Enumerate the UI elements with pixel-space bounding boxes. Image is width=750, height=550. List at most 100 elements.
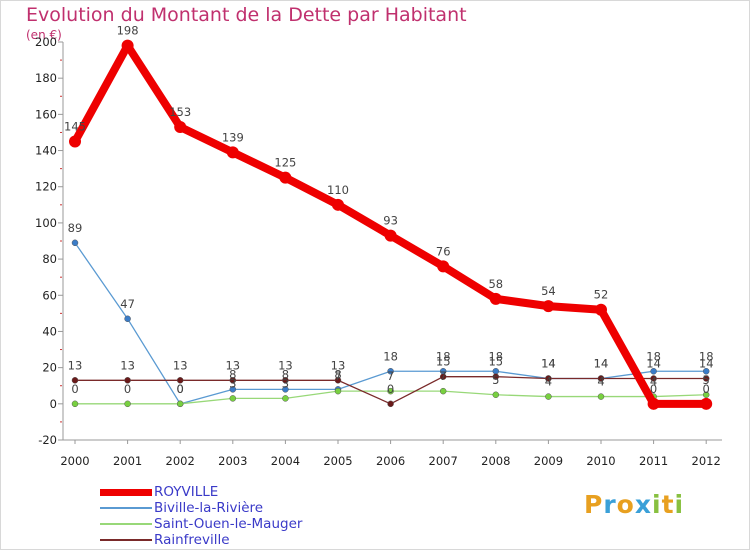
data-point [597, 393, 605, 400]
data-label: 153 [169, 105, 191, 119]
data-label: 13 [173, 358, 188, 372]
x-tick-label: 2012 [692, 454, 721, 468]
data-label: 0 [387, 382, 394, 396]
data-label: 5 [492, 373, 499, 387]
x-tick-label: 2010 [586, 454, 615, 468]
data-label: 89 [68, 221, 83, 235]
x-tick-label: 2000 [60, 454, 89, 468]
logo-letter: i [652, 490, 662, 519]
data-point [545, 393, 552, 400]
data-label: 139 [222, 130, 244, 144]
data-label: 18 [488, 349, 503, 363]
data-label: 8 [229, 367, 236, 381]
y-tick-label: 180 [35, 71, 57, 85]
data-label: 7 [440, 369, 447, 383]
data-label: 13 [278, 358, 293, 372]
legend-label-saint-ouen: Saint-Ouen-le-Mauger [154, 516, 303, 532]
proxiti-logo: Proxiti [584, 490, 684, 519]
data-point [124, 315, 131, 323]
data-label: 47 [120, 297, 135, 311]
data-label: 4 [597, 375, 604, 389]
data-label: 14 [594, 356, 609, 370]
data-point [650, 375, 657, 382]
legend-swatch-royville [100, 489, 152, 496]
data-point [71, 400, 79, 408]
data-point [387, 400, 394, 408]
data-point [71, 377, 79, 384]
x-tick-label: 2009 [534, 454, 563, 468]
data-point [229, 377, 237, 384]
y-tick-label: 0 [50, 397, 57, 411]
data-point [702, 375, 710, 382]
data-point [229, 386, 237, 393]
data-point [334, 387, 342, 395]
logo-letter: t [661, 490, 675, 519]
data-label: 18 [699, 349, 714, 363]
data-label: 5 [703, 373, 710, 387]
data-point [702, 368, 710, 375]
legend-swatch-biville [100, 507, 152, 509]
x-tick-label: 2006 [376, 454, 405, 468]
data-point [492, 373, 500, 380]
data-point [282, 386, 289, 393]
data-point [439, 387, 447, 395]
x-tick-label: 2001 [113, 454, 142, 468]
logo-letter: P [584, 490, 604, 519]
data-point [650, 368, 657, 375]
data-label: 14 [541, 356, 556, 370]
legend-label-rainfreville: Rainfreville [154, 532, 230, 548]
data-label: 14 [541, 356, 556, 370]
logo-letter: x [634, 490, 652, 519]
data-label: 18 [383, 349, 398, 363]
data-point [542, 300, 555, 313]
data-point [176, 377, 184, 384]
y-tick-label: 20 [42, 361, 57, 375]
data-label: 4 [545, 375, 552, 389]
x-tick-label: 2003 [218, 454, 247, 468]
y-tick-label: 40 [42, 324, 57, 338]
data-label: 0 [177, 382, 184, 396]
x-tick-label: 2004 [271, 454, 300, 468]
data-point [71, 239, 79, 247]
data-label: 0 [650, 382, 657, 396]
data-label: 7 [387, 369, 394, 383]
data-point [437, 260, 450, 273]
data-point [124, 400, 131, 408]
legend-label-royville: ROYVILLE [154, 484, 219, 500]
data-label: 0 [71, 382, 78, 396]
data-point [439, 373, 447, 380]
data-point [229, 395, 237, 402]
data-label: 15 [436, 355, 451, 369]
data-point [595, 303, 607, 316]
data-point [176, 400, 184, 408]
data-label: 58 [488, 277, 503, 291]
data-point [226, 146, 239, 159]
data-label: 110 [327, 183, 349, 197]
data-label: 3 [229, 376, 236, 390]
y-tick-label: -20 [38, 433, 57, 447]
legend-swatch-rainfreville [100, 539, 152, 541]
data-point [334, 377, 342, 384]
data-label: 18 [646, 349, 661, 363]
data-label: 0 [124, 382, 131, 396]
chart-unit-label: (en €) [26, 28, 62, 42]
data-point [174, 121, 187, 134]
y-tick-label: 160 [35, 107, 57, 121]
data-label: 14 [699, 356, 714, 370]
legend-swatch-saint-ouen [100, 523, 152, 525]
x-tick-label: 2011 [639, 454, 668, 468]
data-point [545, 375, 552, 382]
data-label: 4 [650, 375, 657, 389]
data-label: 52 [594, 288, 609, 302]
data-label: 198 [117, 24, 139, 38]
data-label: 8 [282, 367, 289, 381]
x-tick-label: 2007 [429, 454, 458, 468]
y-tick-label: 100 [35, 216, 57, 230]
data-label: 8 [334, 367, 341, 381]
y-tick-label: 200 [35, 35, 57, 49]
data-point [702, 391, 710, 399]
data-point [279, 171, 292, 184]
data-label: 145 [64, 120, 86, 134]
